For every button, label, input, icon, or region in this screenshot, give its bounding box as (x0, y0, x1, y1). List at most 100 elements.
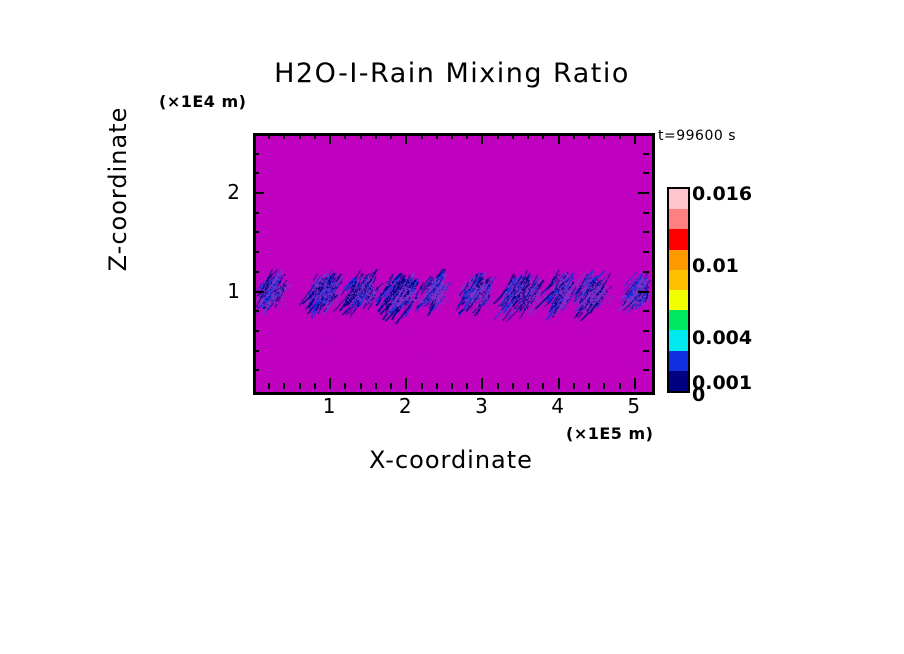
x-axis-title: X-coordinate (369, 446, 533, 474)
axis-tick (643, 231, 649, 234)
axis-tick (298, 133, 301, 139)
axis-tick (329, 378, 332, 389)
axis-tick (643, 172, 649, 175)
axis-tick (344, 383, 347, 389)
time-annotation: t=99600 s (658, 128, 736, 144)
axis-tick (253, 310, 259, 313)
axis-tick (603, 133, 606, 139)
axis-tick (283, 133, 286, 139)
axis-tick (253, 369, 259, 372)
colorbar-band-2 (669, 229, 688, 250)
axis-tick (633, 378, 636, 389)
axis-tick (405, 378, 408, 389)
heatmap-canvas (256, 136, 652, 392)
axis-tick (643, 369, 649, 372)
axis-tick (643, 211, 649, 214)
axis-tick (511, 383, 514, 389)
axis-tick (572, 383, 575, 389)
axis-tick (466, 383, 469, 389)
colorbar[interactable] (667, 187, 690, 393)
axis-tick (253, 349, 259, 352)
axis-tick (643, 152, 649, 155)
axis-tick (390, 133, 393, 139)
axis-tick (496, 383, 499, 389)
colorbar-band-1 (669, 209, 688, 230)
axis-tick (618, 383, 621, 389)
axis-tick (511, 133, 514, 139)
y-axis-unit-label: (×1E4 m) (159, 92, 247, 111)
axis-tick (283, 383, 286, 389)
axis-tick (344, 133, 347, 139)
page-title: H2O-I-Rain Mixing Ratio (274, 58, 630, 89)
colorbar-label-0.01: 0.01 (692, 255, 739, 277)
colorbar-label-0.016: 0.016 (692, 183, 753, 205)
axis-tick (253, 192, 264, 195)
axis-tick (268, 383, 271, 389)
axis-tick (527, 383, 530, 389)
axis-tick (557, 378, 560, 389)
colorbar-band-4 (669, 269, 688, 291)
axis-tick (633, 133, 636, 144)
axis-tick (253, 231, 259, 234)
axis-tick (496, 133, 499, 139)
axis-tick (557, 133, 560, 144)
axis-tick (298, 383, 301, 389)
x-tick-label-3: 3 (475, 394, 488, 418)
axis-tick (643, 329, 649, 332)
axis-tick (643, 310, 649, 313)
axis-tick (253, 211, 259, 214)
axis-tick (588, 133, 591, 139)
axis-tick (618, 133, 621, 139)
axis-tick (405, 133, 408, 144)
axis-tick (253, 329, 259, 332)
colorbar-label-0.004: 0.004 (692, 327, 753, 349)
axis-tick (451, 383, 453, 389)
axis-tick (253, 172, 259, 175)
y-axis-title: Z-coordinate (104, 106, 132, 272)
colorbar-label-0.001: 0.001 (692, 372, 753, 394)
axis-tick (588, 383, 591, 389)
axis-tick (253, 152, 259, 155)
axis-tick (451, 133, 453, 139)
axis-tick (253, 251, 259, 254)
axis-tick (253, 270, 259, 273)
y-tick-label-1: 1 (227, 278, 240, 303)
colorbar-label-0: 0 (692, 384, 706, 406)
colorbar-band-9 (669, 370, 688, 392)
axis-tick (466, 133, 469, 139)
colorbar-band-5 (669, 290, 688, 311)
axis-tick (420, 383, 423, 389)
axis-tick (253, 290, 264, 293)
axis-tick (638, 290, 649, 293)
axis-tick (527, 133, 530, 139)
axis-tick (643, 251, 649, 254)
axis-tick (390, 383, 393, 389)
axis-tick (481, 133, 484, 144)
axis-tick (420, 133, 423, 139)
axis-tick (542, 133, 545, 139)
x-axis-unit-label: (×1E5 m) (566, 424, 654, 443)
axis-tick (435, 383, 438, 389)
plot-area[interactable] (253, 133, 655, 395)
axis-tick (638, 192, 649, 195)
colorbar-band-6 (669, 310, 688, 331)
axis-tick (313, 133, 316, 139)
axis-tick (374, 133, 377, 139)
axis-tick (359, 133, 362, 139)
axis-tick (481, 378, 484, 389)
axis-tick (643, 349, 649, 352)
y-tick-label-2: 2 (227, 180, 240, 205)
colorbar-band-7 (669, 330, 688, 351)
colorbar-band-0 (669, 189, 688, 210)
axis-tick (572, 133, 575, 139)
colorbar-band-3 (669, 249, 688, 270)
x-tick-label-1: 1 (322, 394, 336, 418)
x-tick-label-4: 4 (551, 394, 564, 418)
axis-tick (603, 383, 606, 389)
axis-tick (313, 383, 316, 389)
axis-tick (643, 270, 649, 273)
x-tick-label-2: 2 (398, 394, 412, 418)
axis-tick (359, 383, 362, 389)
axis-tick (542, 383, 545, 389)
x-tick-label-5: 5 (627, 394, 641, 418)
